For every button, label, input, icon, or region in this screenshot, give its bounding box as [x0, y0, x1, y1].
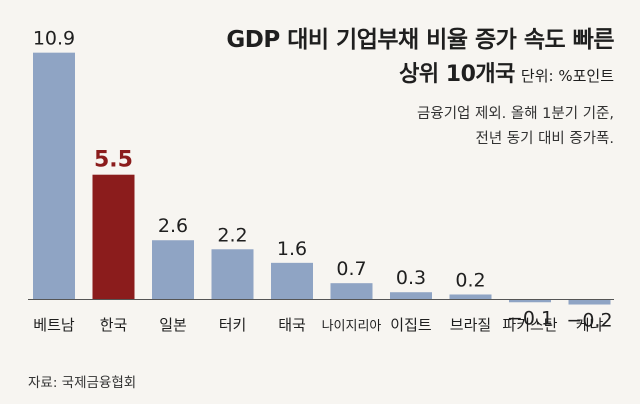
category-label-10: 케냐 [576, 316, 604, 334]
value-label-5: 1.6 [277, 238, 307, 260]
category-label-6: 나이지리아 [322, 319, 382, 334]
bar-6 [330, 283, 373, 299]
bar-9 [509, 300, 551, 303]
value-label-2: 5.5 [94, 148, 133, 173]
chart-title-line2: 상위 10개국 [399, 62, 515, 87]
value-label-4: 2.2 [217, 224, 247, 246]
source-label: 자료: 국제금융협회 [28, 375, 137, 391]
value-label-1: 10.9 [33, 28, 75, 50]
value-label-3: 2.6 [158, 215, 188, 237]
bar-1 [33, 52, 75, 299]
bar-8 [449, 294, 492, 299]
category-label-9: 파키스탄 [502, 316, 557, 334]
bar-5 [271, 262, 313, 299]
value-label-8: 0.2 [455, 269, 485, 291]
chart-note: 금융기업 제외. 올해 1분기 기준, 전년 동기 대비 증가폭. [274, 102, 614, 152]
category-label-4: 터키 [219, 316, 247, 334]
value-label-10: −0.2 [566, 310, 612, 332]
bar-10 [568, 300, 611, 305]
bar-4 [211, 249, 254, 299]
note-line-2: 전년 동기 대비 증가폭. [475, 131, 615, 147]
category-label-8: 브라질 [450, 316, 491, 334]
value-label-9: −0.1 [507, 307, 553, 329]
unit-label: 단위: %포인트 [520, 67, 614, 85]
chart-subtitle: 상위 10개국 단위: %포인트 [399, 56, 614, 88]
category-label-3: 일본 [159, 316, 187, 334]
chart-title: GDP 대비 기업부채 비율 증가 속도 빠른 [226, 27, 614, 53]
category-label-5: 태국 [278, 316, 306, 334]
bar-2 [92, 174, 135, 299]
category-label-7: 이집트 [390, 316, 432, 334]
bar-7 [390, 292, 432, 299]
note-line-1: 금융기업 제외. 올해 1분기 기준, [417, 106, 614, 122]
category-label-2: 한국 [100, 316, 128, 334]
bar-3 [152, 240, 194, 299]
category-label-1: 베트남 [33, 316, 75, 334]
value-label-7: 0.3 [396, 267, 426, 289]
value-label-6: 0.7 [336, 258, 366, 280]
